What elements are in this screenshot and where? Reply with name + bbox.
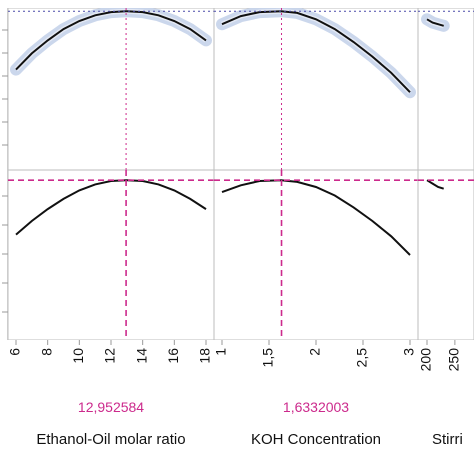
- x-tick-label: 6: [7, 348, 23, 356]
- response-curve-top: [426, 18, 444, 27]
- desirability-curve-bottom: [15, 179, 207, 236]
- x-tick-label: 12: [102, 348, 118, 364]
- response-curve-top: [221, 10, 411, 93]
- current-value-label[interactable]: 1,6332003: [283, 399, 349, 415]
- x-axis-1: 6 8 10 12 14 16 18: [7, 340, 213, 364]
- x-tick-label: 18: [197, 348, 213, 364]
- x-tick-label: 10: [70, 348, 86, 364]
- x-tick-label: 1,5: [260, 348, 276, 368]
- x-axis-3: 200 250: [418, 340, 462, 371]
- x-tick-label: 8: [38, 348, 54, 356]
- x-axis-2: 1 1,5 2 2,5 3: [213, 340, 417, 367]
- profiler-panel-3: [417, 8, 474, 340]
- factor-label: Ethanol-Oil molar ratio: [36, 431, 185, 448]
- panel-frame-top: [417, 8, 474, 171]
- panel-frame-bottom: [213, 169, 419, 340]
- desirability-curve-bottom: [221, 179, 411, 256]
- x-tick-label: 3: [401, 348, 417, 356]
- x-tick-label: 2: [307, 348, 323, 356]
- panel-frame-top: [213, 8, 419, 171]
- x-tick-label: 2,5: [354, 348, 370, 368]
- panel-frame-top: [8, 8, 215, 171]
- x-tick-label: 250: [446, 348, 462, 372]
- x-tick-label: 14: [133, 348, 149, 364]
- x-tick-label: 16: [165, 348, 181, 364]
- x-tick-label: 1: [213, 348, 229, 356]
- x-tick-label: 200: [418, 348, 434, 372]
- factor-label: Stirri: [432, 431, 463, 448]
- panel-frame-bottom: [417, 169, 474, 340]
- factor-label: KOH Concentration: [251, 431, 381, 448]
- desirability-curve-bottom: [426, 179, 444, 190]
- profiler-panel-2: [213, 8, 419, 340]
- response-curve-top: [15, 10, 207, 71]
- confidence-band: [216, 8, 416, 99]
- confidence-band-inner: [14, 8, 208, 72]
- current-value-label[interactable]: 12,952584: [78, 399, 144, 415]
- profiler-panel-1: [8, 8, 215, 340]
- profiler-panels: [2, 8, 474, 340]
